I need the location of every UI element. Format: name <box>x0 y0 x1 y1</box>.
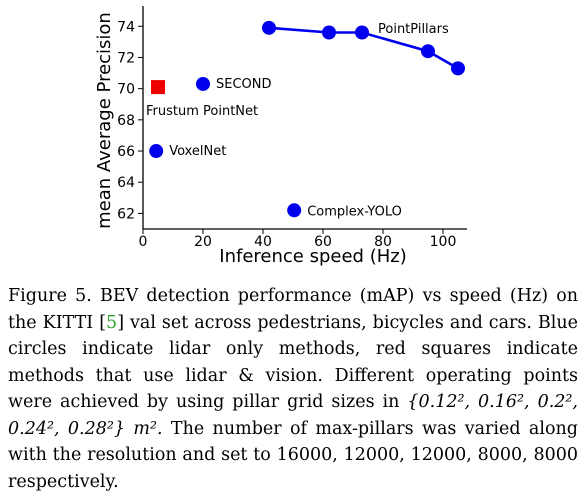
x-tick-label: 80 <box>374 234 392 250</box>
point-labels: PointPillars SECOND Frustum PointNet VoxelN… <box>146 22 449 219</box>
data-point-circle <box>262 20 276 35</box>
series-label: PointPillars <box>378 22 449 37</box>
y-axis-title: mean Average Precision <box>94 12 115 229</box>
x-tick-label: 40 <box>254 234 272 250</box>
y-tick-label: 62 <box>117 206 135 222</box>
x-tick-label: 0 <box>139 234 148 250</box>
data-point-circle <box>149 144 164 159</box>
chart-marks <box>149 20 465 218</box>
y-tick-label: 64 <box>117 175 135 191</box>
y-tick-label: 70 <box>117 82 135 98</box>
y-axis-ticks: 62 64 66 68 70 72 74 <box>117 19 143 222</box>
y-tick-label: 68 <box>117 113 135 129</box>
y-tick-label: 74 <box>117 19 135 35</box>
data-point-square <box>151 80 165 95</box>
data-point-circle <box>451 61 465 76</box>
caption-text-3: The number of max-pillars was varied alo… <box>8 418 578 492</box>
caption-text-1: Figure 5. BEV detection performance (mAP… <box>8 286 578 333</box>
data-point-circle <box>196 76 210 91</box>
chart-axes <box>142 6 467 230</box>
data-point-circle <box>421 44 435 59</box>
x-axis-ticks: 0 20 40 60 80 100 <box>139 229 457 250</box>
series-label: VoxelNet <box>169 144 226 159</box>
pillar-grid-sizes: {0.12², 0.16², 0.2², 0.24², 0.28²} m². <box>8 392 578 439</box>
y-tick-label: 72 <box>117 50 135 66</box>
data-point-circle <box>355 25 369 40</box>
citation-link[interactable]: 5 <box>106 312 118 333</box>
series-label: SECOND <box>216 77 272 92</box>
series-label: Frustum PointNet <box>146 104 258 119</box>
caption-text-2: ] val set across pedestrians, bicycles a… <box>8 312 578 413</box>
data-point-circle <box>287 203 302 218</box>
x-tick-label: 20 <box>194 234 212 250</box>
figure-caption: Figure 5. BEV detection performance (mAP… <box>8 283 578 495</box>
y-tick-label: 66 <box>117 144 135 160</box>
x-tick-label: 100 <box>430 234 457 250</box>
scatter-chart: 0 20 40 60 80 100 62 64 66 68 70 72 74 PointPillars… <box>94 6 467 267</box>
x-axis-title: Inference speed (Hz) <box>219 246 406 267</box>
data-point-circle <box>322 25 336 40</box>
series-label: Complex-YOLO <box>307 204 402 219</box>
x-tick-label: 60 <box>314 234 332 250</box>
